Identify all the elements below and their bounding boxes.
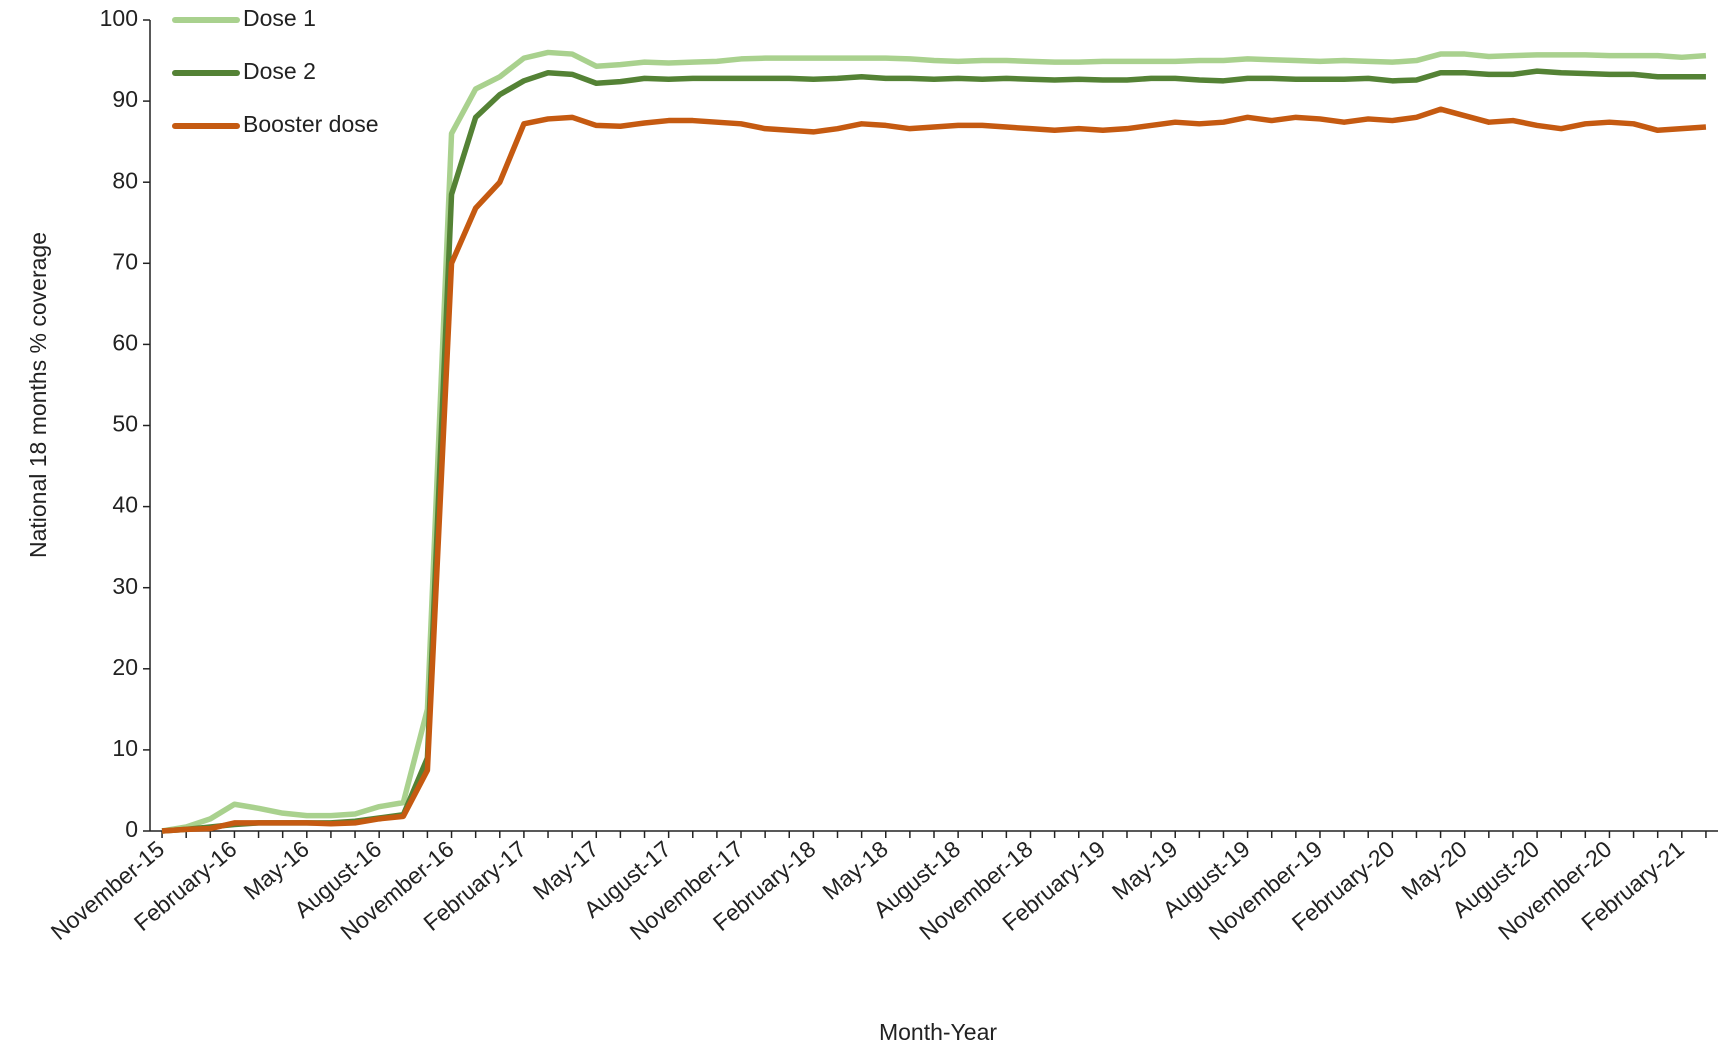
y-tick-label: 40 [112, 492, 138, 518]
series-line [161, 68, 1706, 834]
y-tick-label: 90 [112, 86, 138, 112]
y-tick-label: 80 [112, 167, 138, 193]
legend-label: Dose 1 [243, 5, 316, 31]
series-line [161, 106, 1707, 834]
y-tick-label: 0 [125, 816, 138, 842]
y-tick-label: 70 [112, 248, 138, 274]
legend-label: Dose 2 [243, 58, 316, 84]
x-axis-title: Month-Year [879, 1019, 997, 1045]
y-tick-label: 10 [112, 735, 138, 761]
y-tick-label: 20 [112, 654, 138, 680]
y-tick-label: 50 [112, 411, 138, 437]
y-axis-title: National 18 months % coverage [25, 232, 51, 558]
series-line [161, 49, 1707, 834]
y-tick-label: 30 [112, 573, 138, 599]
y-tick-label: 100 [100, 5, 138, 31]
y-tick-label: 60 [112, 329, 138, 355]
legend-label: Booster dose [243, 111, 379, 137]
